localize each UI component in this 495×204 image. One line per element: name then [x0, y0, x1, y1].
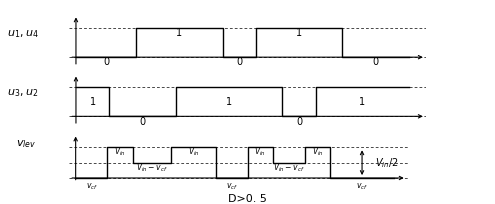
- Text: $u_3,u_2$: $u_3,u_2$: [7, 88, 39, 99]
- Text: 0: 0: [103, 57, 109, 67]
- Text: $V_{in}$: $V_{in}$: [312, 146, 323, 158]
- Text: $v_{cf}$: $v_{cf}$: [226, 182, 238, 192]
- Text: 1: 1: [296, 28, 302, 38]
- Text: 0: 0: [296, 116, 302, 126]
- Text: $V_{in}$: $V_{in}$: [114, 146, 126, 158]
- Text: 0: 0: [140, 116, 146, 126]
- Text: $V_{in}/2$: $V_{in}/2$: [375, 156, 398, 170]
- Text: $V_{in}-v_{cf}$: $V_{in}-v_{cf}$: [136, 161, 168, 174]
- Text: D>0. 5: D>0. 5: [228, 194, 267, 204]
- Text: $v_{cf}$: $v_{cf}$: [86, 182, 98, 192]
- Text: 0: 0: [236, 57, 242, 67]
- Text: 1: 1: [90, 97, 96, 107]
- Text: $V_{in}-v_{cf}$: $V_{in}-v_{cf}$: [273, 161, 305, 174]
- Text: 1: 1: [359, 97, 365, 107]
- Text: $V_{in}$: $V_{in}$: [254, 146, 266, 158]
- Text: 1: 1: [176, 28, 182, 38]
- Text: 0: 0: [373, 57, 379, 67]
- Text: $v_{lev}$: $v_{lev}$: [16, 138, 37, 150]
- Text: $v_{cf}$: $v_{cf}$: [356, 182, 368, 192]
- Text: $V_{in}$: $V_{in}$: [188, 146, 199, 158]
- Text: $u_1,u_4$: $u_1,u_4$: [7, 28, 39, 40]
- Text: 1: 1: [226, 97, 232, 107]
